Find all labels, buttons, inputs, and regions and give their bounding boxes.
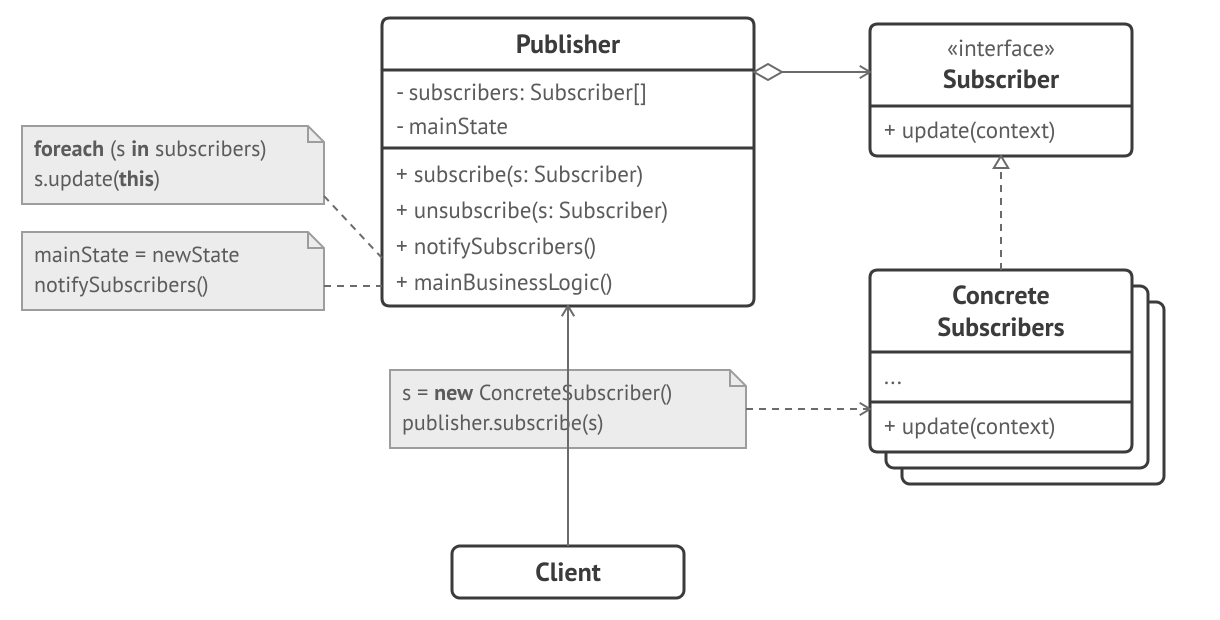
concrete-attrs-box xyxy=(870,352,1132,402)
publisher-title: Publisher xyxy=(516,28,621,61)
client-title: Client xyxy=(535,556,601,589)
publisher-method: + unsubscribe(s: Subscriber) xyxy=(396,196,668,225)
publisher-attr: - subscribers: Subscriber[] xyxy=(396,78,647,107)
subscriber-stereotype: «interface» xyxy=(947,34,1055,63)
note-mainstate-line: notifySubscribers() xyxy=(34,271,209,299)
note-foreach-line: s.update(this) xyxy=(34,165,160,193)
subscriber-method: + update(context) xyxy=(884,116,1055,145)
note-mainstate-line: mainState = newState xyxy=(34,241,240,269)
publisher-method: + notifySubscribers() xyxy=(396,232,596,261)
concrete-method: + update(context) xyxy=(884,412,1055,441)
note-foreach-line: foreach (s in subscribers) xyxy=(34,135,267,163)
subscriber-title: Subscriber xyxy=(943,63,1060,96)
concrete-attr: ... xyxy=(884,362,902,391)
concrete-title-2: Subscribers xyxy=(937,311,1064,344)
note-client-line: publisher.subscribe(s) xyxy=(402,409,604,437)
publisher-method: + subscribe(s: Subscriber) xyxy=(396,160,643,189)
note-client-line: s = new ConcreteSubscriber() xyxy=(402,379,672,407)
publisher-attr: - mainState xyxy=(396,112,508,141)
concrete-title-1: Concrete xyxy=(952,279,1049,312)
publisher-method: + mainBusinessLogic() xyxy=(396,268,613,297)
